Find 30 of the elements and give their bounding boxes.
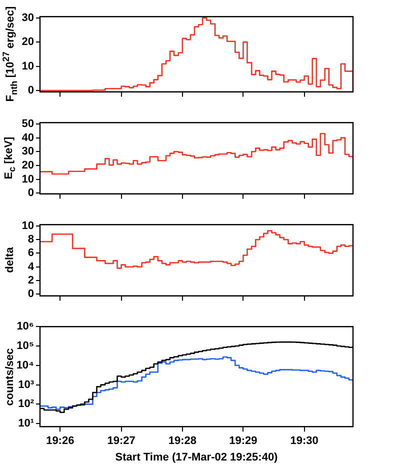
y-tick-label: 30 (22, 146, 34, 158)
y-axis-title: delta (4, 247, 16, 274)
y-tick-label: 10¹ (18, 418, 34, 430)
y-axis-title: counts/sec (4, 348, 16, 406)
y-tick-label: 8 (28, 234, 34, 246)
y-tick-label: 30 (22, 12, 34, 24)
y-tick-label: 0 (28, 84, 34, 97)
y-tick-label: 2 (28, 274, 34, 286)
y-tick-label: 0 (28, 288, 34, 300)
x-tick-label: 19:28 (168, 435, 196, 448)
y-tick-label: 40 (22, 132, 34, 144)
x-tick-label: 19:29 (229, 435, 258, 448)
x-tick-label: 19:30 (290, 435, 318, 448)
y-tick-label: 10 (22, 60, 34, 72)
x-axis-title: Start Time (17-Mar-02 19:25:40) (115, 451, 278, 464)
y-tick-label: 20 (22, 36, 34, 48)
x-tick-label: 19:26 (46, 435, 74, 448)
y-tick-label: 10 (22, 220, 34, 232)
y-tick-label: 10³ (18, 378, 34, 391)
y-tick-label: 10² (18, 398, 34, 410)
y-tick-label: 10⁶ (16, 320, 34, 333)
y-tick-label: 0 (28, 187, 34, 200)
x-tick-label: 19:27 (107, 435, 136, 448)
y-tick-label: 10⁵ (16, 340, 34, 352)
y-tick-label: 6 (28, 247, 34, 260)
y-tick-label: 4 (28, 260, 35, 273)
y-tick-label: 50 (22, 118, 34, 130)
y-tick-label: 10⁴ (16, 359, 34, 372)
y-tick-label: 20 (22, 159, 34, 172)
y-tick-label: 10 (22, 173, 34, 186)
